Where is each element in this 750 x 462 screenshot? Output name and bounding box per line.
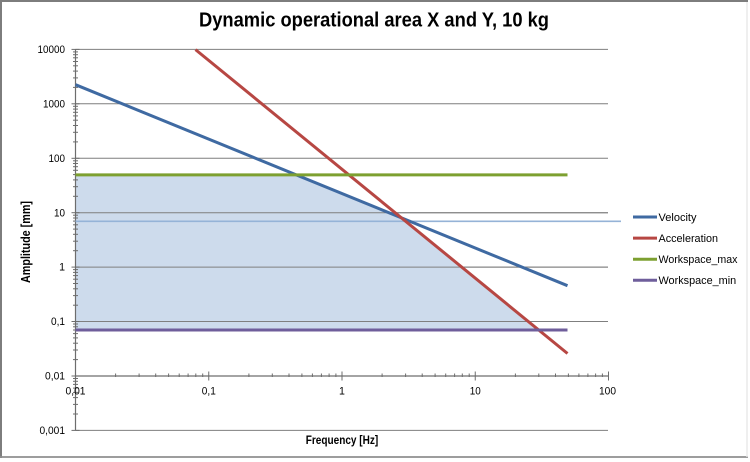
svg-text:10: 10 xyxy=(54,207,65,219)
svg-text:0,1: 0,1 xyxy=(202,386,216,398)
svg-text:1: 1 xyxy=(339,386,345,398)
svg-text:0,1: 0,1 xyxy=(51,316,65,328)
svg-text:100: 100 xyxy=(599,386,616,398)
svg-text:Acceleration: Acceleration xyxy=(659,233,719,245)
svg-text:Dynamic operational area X and: Dynamic operational area X and Y, 10 kg xyxy=(199,10,549,32)
svg-text:100: 100 xyxy=(49,153,66,165)
svg-text:10: 10 xyxy=(470,386,481,398)
svg-text:Frequency [Hz]: Frequency [Hz] xyxy=(306,435,379,447)
svg-text:0,01: 0,01 xyxy=(45,371,65,383)
svg-text:10000: 10000 xyxy=(38,44,66,56)
svg-text:1: 1 xyxy=(59,262,65,274)
svg-text:Workspace_max: Workspace_max xyxy=(659,254,739,266)
svg-text:0,01: 0,01 xyxy=(66,386,86,398)
svg-text:Amplitude [mm]: Amplitude [mm] xyxy=(18,201,33,283)
svg-text:Velocity: Velocity xyxy=(659,212,698,224)
svg-text:Workspace_min: Workspace_min xyxy=(659,275,737,287)
svg-text:1000: 1000 xyxy=(43,98,65,110)
svg-text:0,001: 0,001 xyxy=(40,425,66,437)
